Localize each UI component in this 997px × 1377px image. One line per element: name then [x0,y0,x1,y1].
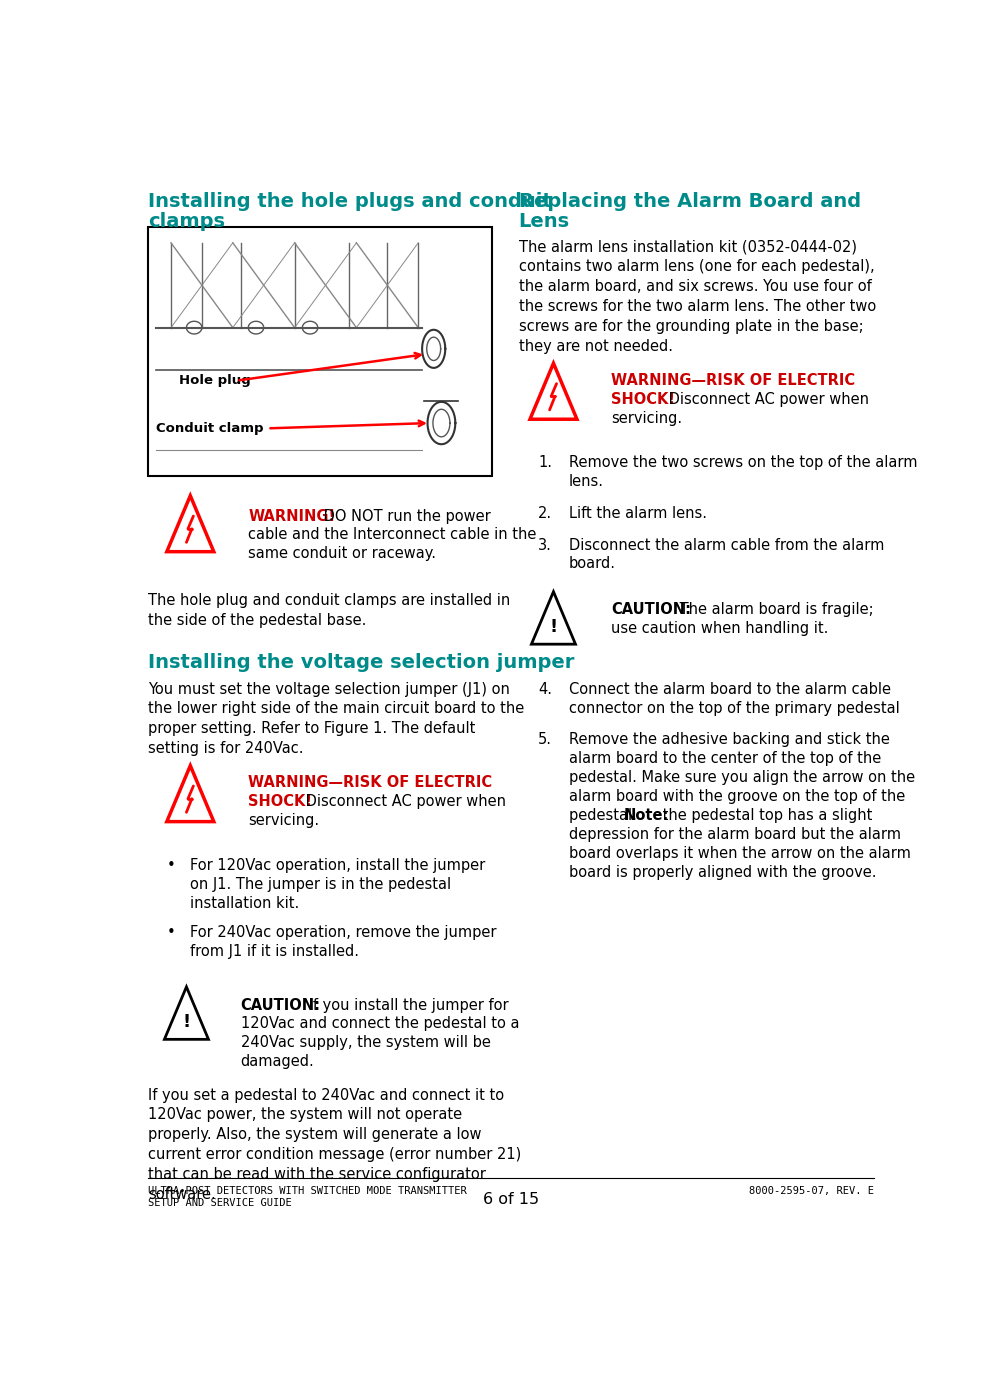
Text: servicing.: servicing. [248,814,319,828]
Text: board is properly aligned with the groove.: board is properly aligned with the groov… [569,865,876,880]
Text: Disconnect AC power when: Disconnect AC power when [301,795,505,810]
Text: servicing.: servicing. [611,410,683,425]
Text: the alarm board, and six screws. You use four of: the alarm board, and six screws. You use… [518,280,871,295]
Text: If you set a pedestal to 240Vac and connect it to: If you set a pedestal to 240Vac and conn… [148,1088,503,1103]
Text: Remove the two screws on the top of the alarm: Remove the two screws on the top of the … [569,456,917,471]
Text: SETUP AND SERVICE GUIDE: SETUP AND SERVICE GUIDE [148,1198,291,1208]
Text: Hole plug: Hole plug [178,375,250,387]
Text: The alarm lens installation kit (0352-0444-02): The alarm lens installation kit (0352-04… [518,240,856,255]
Text: SHOCK!: SHOCK! [248,795,312,810]
Text: CAUTION:: CAUTION: [240,997,320,1012]
Text: SHOCK!: SHOCK! [611,392,675,406]
Text: current error condition message (error number 21): current error condition message (error n… [148,1147,521,1162]
Text: board.: board. [569,556,616,571]
Text: proper setting. Refer to Figure 1. The default: proper setting. Refer to Figure 1. The d… [148,722,476,737]
Text: WARNING—RISK OF ELECTRIC: WARNING—RISK OF ELECTRIC [248,775,493,790]
Text: board overlaps it when the arrow on the alarm: board overlaps it when the arrow on the … [569,845,911,861]
Text: alarm board to the center of the top of the: alarm board to the center of the top of … [569,752,881,766]
Text: that can be read with the service configurator: that can be read with the service config… [148,1166,486,1181]
Polygon shape [530,364,577,419]
Text: the screws for the two alarm lens. The other two: the screws for the two alarm lens. The o… [518,299,876,314]
Text: You must set the voltage selection jumper (J1) on: You must set the voltage selection jumpe… [148,682,509,697]
Text: screws are for the grounding plate in the base;: screws are for the grounding plate in th… [518,319,863,333]
Text: they are not needed.: they are not needed. [518,339,673,354]
Text: setting is for 240Vac.: setting is for 240Vac. [148,741,303,756]
Text: 2.: 2. [538,505,552,521]
Text: WARNING!: WARNING! [248,508,335,523]
Text: For 120Vac operation, install the jumper: For 120Vac operation, install the jumper [190,858,486,873]
Text: CAUTION:: CAUTION: [611,602,691,617]
Text: the side of the pedestal base.: the side of the pedestal base. [148,613,366,628]
Text: connector on the top of the primary pedestal: connector on the top of the primary pede… [569,701,899,716]
Text: !: ! [549,618,557,636]
Text: on J1. The jumper is in the pedestal: on J1. The jumper is in the pedestal [190,877,452,892]
Polygon shape [165,987,208,1040]
Text: from J1 if it is installed.: from J1 if it is installed. [190,945,359,960]
Text: WARNING—RISK OF ELECTRIC: WARNING—RISK OF ELECTRIC [611,373,855,388]
Polygon shape [531,592,575,644]
Text: Installing the hole plugs and conduit: Installing the hole plugs and conduit [148,191,551,211]
Text: lens.: lens. [569,475,604,489]
Text: pedestal.: pedestal. [569,808,641,823]
Text: If you install the jumper for: If you install the jumper for [304,997,508,1012]
Text: !: ! [182,1013,190,1031]
Polygon shape [166,766,213,822]
Text: Note:: Note: [624,808,669,823]
Text: The alarm board is fragile;: The alarm board is fragile; [675,602,873,617]
Text: The hole plug and conduit clamps are installed in: The hole plug and conduit clamps are ins… [148,593,510,609]
Text: 120Vac power, the system will not operate: 120Vac power, the system will not operat… [148,1107,462,1122]
Text: installation kit.: installation kit. [190,895,299,910]
Text: 3.: 3. [538,537,552,552]
Text: contains two alarm lens (one for each pedestal),: contains two alarm lens (one for each pe… [518,259,874,274]
Text: Conduit clamp: Conduit clamp [156,421,263,435]
Text: Lift the alarm lens.: Lift the alarm lens. [569,505,707,521]
Text: clamps: clamps [148,212,224,231]
Text: Replacing the Alarm Board and: Replacing the Alarm Board and [518,191,860,211]
Text: For 240Vac operation, remove the jumper: For 240Vac operation, remove the jumper [190,925,497,940]
Text: •: • [167,925,175,940]
Text: 240Vac supply, the system will be: 240Vac supply, the system will be [240,1036,491,1051]
Text: pedestal. Make sure you align the arrow on the: pedestal. Make sure you align the arrow … [569,770,915,785]
Text: Remove the adhesive backing and stick the: Remove the adhesive backing and stick th… [569,733,889,748]
Text: Disconnect AC power when: Disconnect AC power when [664,392,869,406]
Text: Lens: Lens [518,212,570,231]
Text: properly. Also, the system will generate a low: properly. Also, the system will generate… [148,1128,482,1143]
Polygon shape [166,496,213,552]
Text: ULTRA•POST DETECTORS WITH SWITCHED MODE TRANSMITTER: ULTRA•POST DETECTORS WITH SWITCHED MODE … [148,1187,467,1197]
Text: Connect the alarm board to the alarm cable: Connect the alarm board to the alarm cab… [569,682,891,697]
Text: 4.: 4. [538,682,552,697]
Text: Disconnect the alarm cable from the alarm: Disconnect the alarm cable from the alar… [569,537,884,552]
Text: use caution when handling it.: use caution when handling it. [611,621,829,636]
Text: software.: software. [148,1187,215,1202]
Text: DO NOT run the power: DO NOT run the power [319,508,491,523]
Text: 120Vac and connect the pedestal to a: 120Vac and connect the pedestal to a [240,1016,519,1031]
Text: cable and the Interconnect cable in the: cable and the Interconnect cable in the [248,527,536,543]
Text: damaged.: damaged. [240,1055,314,1070]
Text: the pedestal top has a slight: the pedestal top has a slight [658,808,872,823]
FancyBboxPatch shape [148,227,492,476]
Text: 6 of 15: 6 of 15 [483,1191,539,1206]
Text: alarm board with the groove on the top of the: alarm board with the groove on the top o… [569,789,905,804]
Text: 5.: 5. [538,733,552,748]
Text: Installing the voltage selection jumper: Installing the voltage selection jumper [148,653,574,672]
Text: 8000-2595-07, REV. E: 8000-2595-07, REV. E [749,1187,874,1197]
Text: 1.: 1. [538,456,552,471]
Text: depression for the alarm board but the alarm: depression for the alarm board but the a… [569,828,901,841]
Text: same conduit or raceway.: same conduit or raceway. [248,547,437,562]
Text: •: • [167,858,175,873]
Text: the lower right side of the main circuit board to the: the lower right side of the main circuit… [148,701,524,716]
